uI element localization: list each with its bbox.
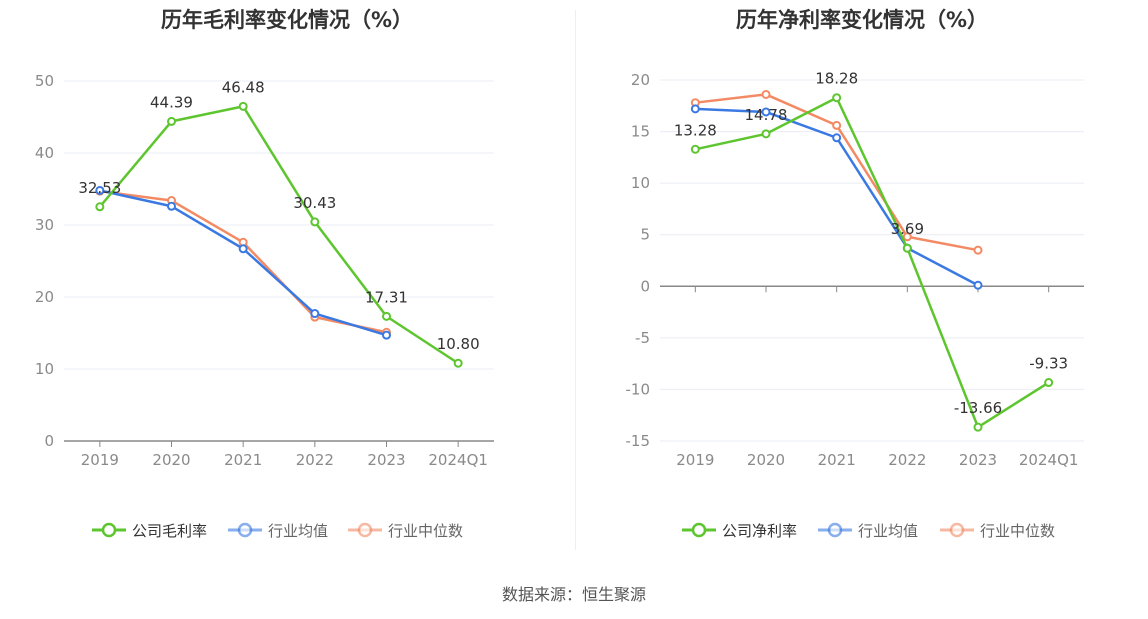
data-point-industry_avg xyxy=(310,309,320,319)
y-tick-label: 5 xyxy=(640,226,650,244)
data-point-industry_avg xyxy=(761,107,771,117)
x-tick-label: 2019 xyxy=(676,451,714,469)
y-tick-label: 50 xyxy=(35,72,54,90)
data-label: -13.66 xyxy=(954,399,1002,417)
chart-title: 历年净利率变化情况（%） xyxy=(735,8,989,32)
data-point-industry_median xyxy=(973,245,983,255)
data-label: 14.78 xyxy=(745,106,788,124)
data-point-company xyxy=(382,311,391,321)
data-point-company xyxy=(167,116,176,126)
data-label: 30.43 xyxy=(293,194,336,212)
x-tick-label: 2019 xyxy=(81,451,119,469)
x-tick-label: 2021 xyxy=(818,451,856,469)
chart-divider xyxy=(575,10,576,550)
x-tick-label: 2024Q1 xyxy=(428,451,488,469)
data-label: 32.53 xyxy=(78,179,121,197)
data-point-industry_median xyxy=(832,120,842,130)
series-line-industry_median xyxy=(695,93,979,252)
series-line-company xyxy=(98,105,459,365)
series-line-industry_avg xyxy=(99,189,387,337)
legend-label: 行业中位数 xyxy=(980,522,1055,540)
data-label: 10.80 xyxy=(437,335,480,353)
data-label: -9.33 xyxy=(1029,355,1068,373)
y-tick-label: 10 xyxy=(631,174,650,192)
y-tick-label: 10 xyxy=(35,360,54,378)
x-tick-label: 2023 xyxy=(959,451,997,469)
data-point-industry_avg xyxy=(690,104,700,114)
x-tick-label: 2023 xyxy=(367,451,405,469)
legend-label: 行业均值 xyxy=(268,522,328,540)
x-tick-label: 2024Q1 xyxy=(1019,451,1079,469)
legend-label: 公司毛利率 xyxy=(132,522,207,540)
data-point-company xyxy=(832,93,842,103)
gross-margin-chart: 历年毛利率变化情况（%） 0 10 20 30 40 50 2019 2020 2021 2022… xyxy=(0,0,574,560)
x-tick-label: 2020 xyxy=(152,451,190,469)
legend-marker-industry_avg xyxy=(237,522,253,538)
y-tick-label: 0 xyxy=(640,277,650,295)
data-point-company xyxy=(690,144,700,154)
data-point-industry_avg xyxy=(167,201,176,211)
y-tick-label: 20 xyxy=(631,71,650,89)
x-tick-label: 2020 xyxy=(747,451,785,469)
y-tick-label: 40 xyxy=(35,144,54,162)
data-label: 44.39 xyxy=(150,93,193,111)
data-point-company xyxy=(238,101,248,111)
data-point-company xyxy=(973,422,983,432)
legend-label: 行业中位数 xyxy=(388,522,463,540)
y-tick-label: -5 xyxy=(635,329,650,347)
data-point-industry_avg xyxy=(973,280,983,290)
data-source: 数据来源：恒生聚源 xyxy=(501,585,646,604)
legend-marker-company xyxy=(101,522,117,538)
data-point-industry_avg xyxy=(832,133,842,143)
data-point-industry_median xyxy=(902,232,912,242)
net-margin-chart: 历年净利率变化情况（%） -15 -10 -5 0 5 10 15 20 2019 2020 202… xyxy=(576,0,1148,560)
data-point-company xyxy=(1044,378,1054,388)
data-point-industry_avg xyxy=(95,185,105,195)
data-point-company xyxy=(310,217,320,227)
data-label: 3.69 xyxy=(891,220,924,238)
data-label: 13.28 xyxy=(674,121,717,139)
data-label: 17.31 xyxy=(365,288,408,306)
y-tick-label: 15 xyxy=(631,123,650,141)
y-tick-label: 0 xyxy=(44,432,54,450)
y-tick-label: -15 xyxy=(626,432,651,450)
x-tick-label: 2022 xyxy=(296,451,334,469)
data-point-company xyxy=(902,243,912,253)
legend-label: 行业均值 xyxy=(858,522,918,540)
legend-marker-industry_median xyxy=(949,522,965,538)
legend-marker-industry_median xyxy=(357,522,373,538)
y-tick-label: 20 xyxy=(35,288,54,306)
data-point-industry_median xyxy=(761,89,771,99)
data-label: 46.48 xyxy=(222,78,265,96)
chart-title: 历年毛利率变化情况（%） xyxy=(160,8,414,32)
data-point-industry_avg xyxy=(238,244,248,254)
data-point-industry_avg xyxy=(382,330,391,340)
y-tick-label: 30 xyxy=(35,216,54,234)
legend-marker-industry_avg xyxy=(827,522,843,538)
x-tick-label: 2022 xyxy=(888,451,926,469)
y-tick-label: -10 xyxy=(626,380,651,398)
net-margin-plot: -15 -10 -5 0 5 10 15 20 2019 2020 2021 2022 2023 2024… xyxy=(626,70,1084,540)
data-point-company xyxy=(761,129,771,139)
legend-label: 公司净利率 xyxy=(722,522,797,540)
data-label: 18.28 xyxy=(815,70,858,88)
gross-margin-plot: 0 10 20 30 40 50 2019 2020 2021 2022 2023 2024Q1 32.… xyxy=(35,72,494,540)
x-tick-label: 2021 xyxy=(224,451,262,469)
legend-marker-company xyxy=(691,522,707,538)
data-point-company xyxy=(95,202,105,212)
series-line-company xyxy=(695,96,1050,429)
data-point-company xyxy=(453,358,463,368)
